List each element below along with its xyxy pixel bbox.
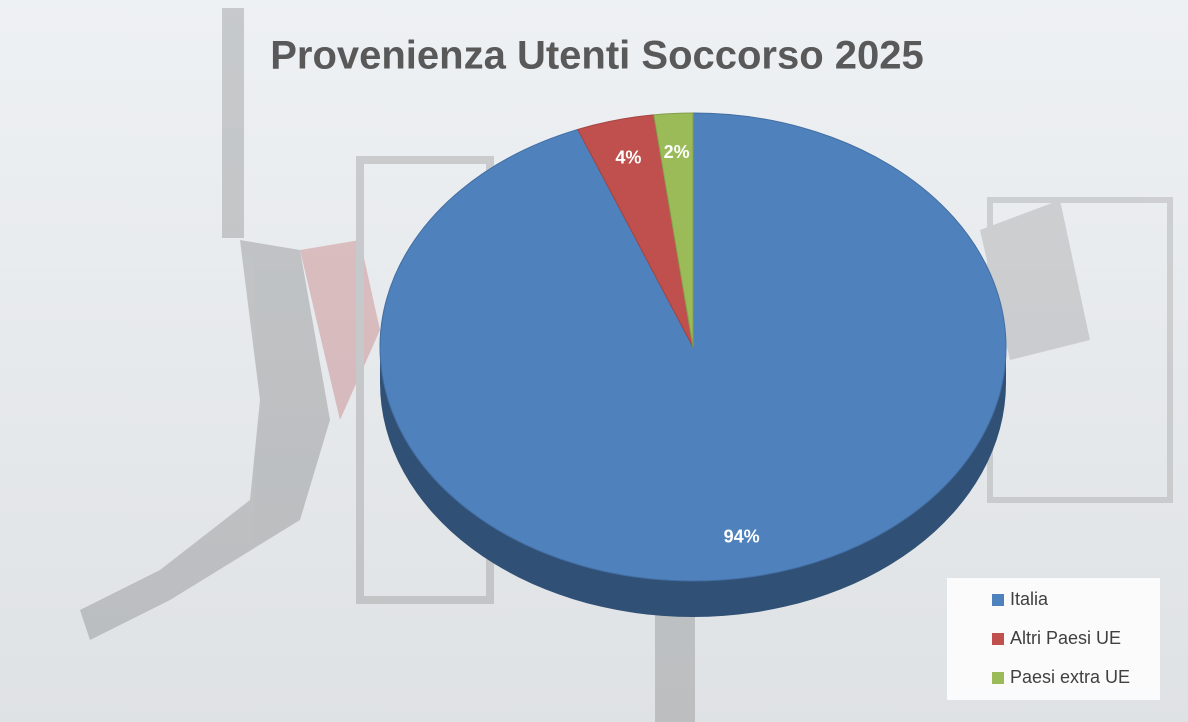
legend-label: Altri Paesi UE: [1010, 628, 1121, 648]
slice: [653, 112, 694, 348]
data-label: 94%: [724, 527, 760, 547]
legend-items: Italia Altri Paesi UE Paesi extra UE: [992, 589, 1130, 687]
legend-swatch: [992, 672, 1004, 684]
legend-label: Paesi extra UE: [1010, 667, 1130, 687]
data-label: 2%: [664, 142, 690, 162]
pie: 94% 4% 2%: [379, 112, 1007, 617]
chart-title: Provenienza Utenti Soccorso 2025: [270, 34, 924, 78]
legend: [947, 578, 1160, 700]
legend-swatch: [992, 594, 1004, 606]
data-label: 4%: [615, 148, 641, 168]
legend-label: Italia: [1010, 589, 1049, 609]
legend-swatch: [992, 633, 1004, 645]
